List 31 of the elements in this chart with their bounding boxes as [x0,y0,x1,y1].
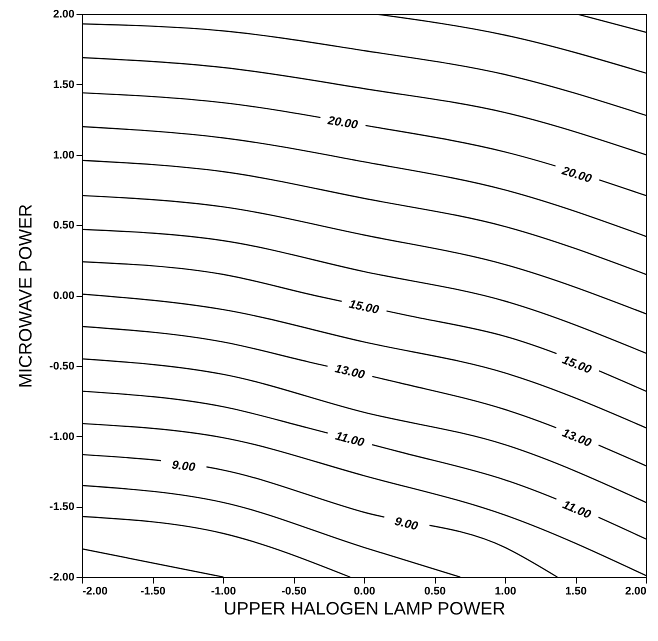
annotation: 20.00 [560,163,594,186]
x-tick-label: 1.00 [494,586,516,598]
y-tick-label: -2.00 [49,572,74,584]
y-axis-title: MICROWAVE POWER [15,204,36,388]
x-tick-label: 2.00 [625,586,646,598]
x-tick-label: -1.50 [140,586,166,598]
y-tick-label: 0.00 [53,290,74,302]
annotation: 11.00 [334,428,366,450]
x-tick-label: 0.00 [354,586,376,598]
y-tick-label: 2.00 [53,8,74,20]
x-axis-title: UPPER HALOGEN LAMP POWER [224,598,506,618]
annotation: 20.00 [326,112,360,132]
annotation: 15.00 [348,296,380,317]
y-tick-label: -1.00 [49,430,74,443]
x-tick-label: 1.50 [565,586,587,598]
annotation: 11.00 [560,497,594,522]
y-tick-label: 0.50 [53,220,74,232]
line-series [82,484,460,577]
y-tick-label: 1.50 [53,78,74,91]
annotation: 9.00 [393,514,420,534]
y-tick-label: -0.50 [49,360,74,372]
annotation: 15.00 [560,352,594,377]
annotation: 13.00 [334,361,366,382]
annotation: 13.00 [560,426,594,450]
x-tick-label: -1.00 [210,586,236,598]
y-tick-label: 1.00 [53,149,74,162]
x-tick-label: -2.00 [82,586,108,598]
y-tick-label: -1.50 [49,501,74,514]
x-tick-label: -0.50 [281,586,307,598]
x-tick-label: 0.50 [424,586,446,598]
annotation: 9.00 [171,458,196,474]
